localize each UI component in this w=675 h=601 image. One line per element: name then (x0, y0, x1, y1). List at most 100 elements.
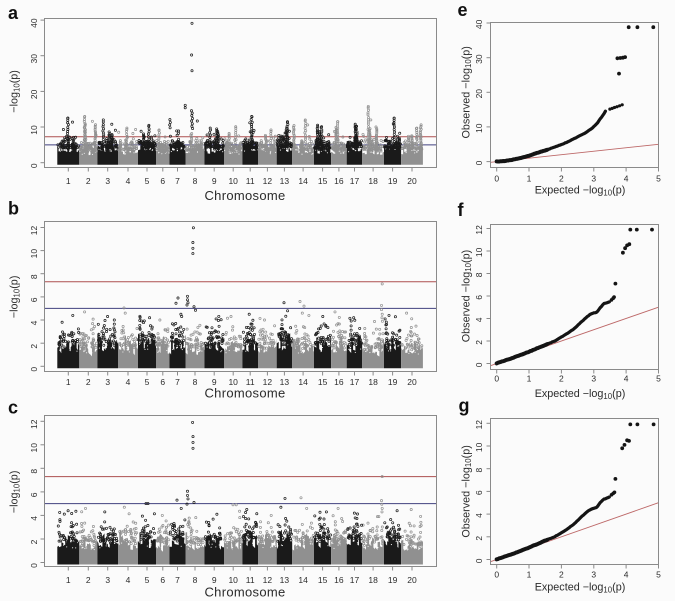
svg-text:13: 13 (280, 575, 290, 585)
svg-text:20: 20 (474, 89, 484, 99)
svg-text:4: 4 (29, 516, 39, 521)
svg-text:5: 5 (656, 373, 661, 383)
svg-text:5: 5 (656, 174, 661, 184)
svg-text:1: 1 (66, 575, 71, 585)
svg-text:2: 2 (29, 344, 39, 349)
svg-text:12: 12 (474, 225, 484, 235)
svg-text:8: 8 (193, 377, 198, 387)
svg-text:0: 0 (494, 569, 499, 579)
svg-text:0: 0 (29, 563, 39, 568)
svg-text:10: 10 (474, 123, 484, 133)
svg-text:1: 1 (527, 174, 532, 184)
svg-text:4: 4 (624, 569, 629, 579)
svg-text:10: 10 (29, 443, 39, 453)
svg-text:12: 12 (29, 419, 39, 429)
svg-text:40: 40 (474, 19, 484, 29)
svg-text:20: 20 (407, 377, 417, 387)
svg-text:30: 30 (474, 54, 484, 64)
svg-text:12: 12 (263, 575, 273, 585)
svg-text:4: 4 (474, 317, 484, 322)
svg-text:7: 7 (175, 176, 180, 186)
svg-text:9: 9 (212, 377, 217, 387)
svg-text:6: 6 (160, 575, 165, 585)
svg-text:4: 4 (126, 575, 131, 585)
svg-text:0: 0 (29, 163, 39, 168)
svg-text:12: 12 (263, 176, 273, 186)
svg-text:17: 17 (350, 575, 360, 585)
svg-text:20: 20 (407, 575, 417, 585)
svg-text:2: 2 (474, 536, 484, 541)
svg-text:1: 1 (527, 569, 532, 579)
svg-text:2: 2 (474, 340, 484, 345)
svg-text:5: 5 (145, 377, 150, 387)
svg-text:f: f (458, 200, 465, 220)
svg-text:2: 2 (29, 539, 39, 544)
svg-text:6: 6 (29, 297, 39, 302)
svg-text:4: 4 (624, 373, 629, 383)
svg-text:0: 0 (474, 160, 484, 165)
svg-text:8: 8 (29, 274, 39, 279)
svg-text:14: 14 (298, 377, 308, 387)
svg-text:11: 11 (246, 377, 255, 387)
svg-text:17: 17 (350, 176, 360, 186)
svg-text:14: 14 (298, 575, 308, 585)
svg-text:4: 4 (126, 377, 131, 387)
svg-text:16: 16 (334, 575, 344, 585)
svg-text:3: 3 (591, 174, 596, 184)
svg-text:4: 4 (624, 174, 629, 184)
svg-text:0: 0 (474, 362, 484, 367)
svg-text:Chromosome: Chromosome (204, 188, 285, 203)
svg-text:2: 2 (559, 569, 564, 579)
svg-text:2: 2 (559, 373, 564, 383)
svg-text:12: 12 (263, 377, 273, 387)
svg-text:17: 17 (350, 377, 360, 387)
svg-text:11: 11 (246, 176, 255, 186)
svg-text:8: 8 (193, 575, 198, 585)
svg-text:6: 6 (160, 377, 165, 387)
svg-text:18: 18 (368, 575, 378, 585)
svg-text:0: 0 (494, 174, 499, 184)
svg-text:7: 7 (175, 377, 180, 387)
svg-text:11: 11 (246, 575, 255, 585)
svg-text:30: 30 (29, 54, 39, 64)
svg-text:2: 2 (86, 176, 91, 186)
svg-text:5: 5 (145, 176, 150, 186)
svg-text:1: 1 (66, 176, 71, 186)
svg-text:10: 10 (228, 176, 238, 186)
svg-text:Observed −log10(p): Observed −log10(p) (460, 445, 473, 537)
svg-text:6: 6 (474, 295, 484, 300)
svg-text:8: 8 (474, 467, 484, 472)
svg-text:3: 3 (591, 569, 596, 579)
svg-text:5: 5 (656, 569, 661, 579)
svg-text:18: 18 (368, 176, 378, 186)
svg-text:1: 1 (527, 373, 532, 383)
svg-text:−log10(p): −log10(p) (9, 70, 22, 113)
svg-text:6: 6 (474, 490, 484, 495)
svg-text:10: 10 (29, 249, 39, 259)
svg-text:3: 3 (591, 373, 596, 383)
svg-text:Expected −log10(p): Expected −log10(p) (535, 185, 626, 198)
svg-text:−log10(p): −log10(p) (9, 471, 22, 514)
svg-text:0: 0 (494, 373, 499, 383)
svg-text:20: 20 (29, 89, 39, 99)
svg-text:40: 40 (29, 18, 39, 28)
svg-text:0: 0 (29, 367, 39, 372)
svg-text:6: 6 (29, 492, 39, 497)
svg-text:13: 13 (280, 176, 290, 186)
svg-text:16: 16 (334, 377, 344, 387)
svg-text:e: e (458, 0, 468, 20)
svg-text:10: 10 (474, 247, 484, 257)
svg-text:2: 2 (86, 575, 91, 585)
svg-text:8: 8 (474, 272, 484, 277)
svg-text:4: 4 (126, 176, 131, 186)
svg-text:14: 14 (298, 176, 308, 186)
svg-text:13: 13 (280, 377, 290, 387)
svg-text:7: 7 (175, 575, 180, 585)
svg-text:16: 16 (334, 176, 344, 186)
svg-text:10: 10 (29, 125, 39, 135)
svg-text:b: b (8, 198, 19, 218)
svg-text:15: 15 (318, 575, 328, 585)
svg-text:10: 10 (228, 377, 238, 387)
svg-text:10: 10 (474, 442, 484, 452)
svg-text:Observed −log10(p): Observed −log10(p) (460, 46, 473, 138)
